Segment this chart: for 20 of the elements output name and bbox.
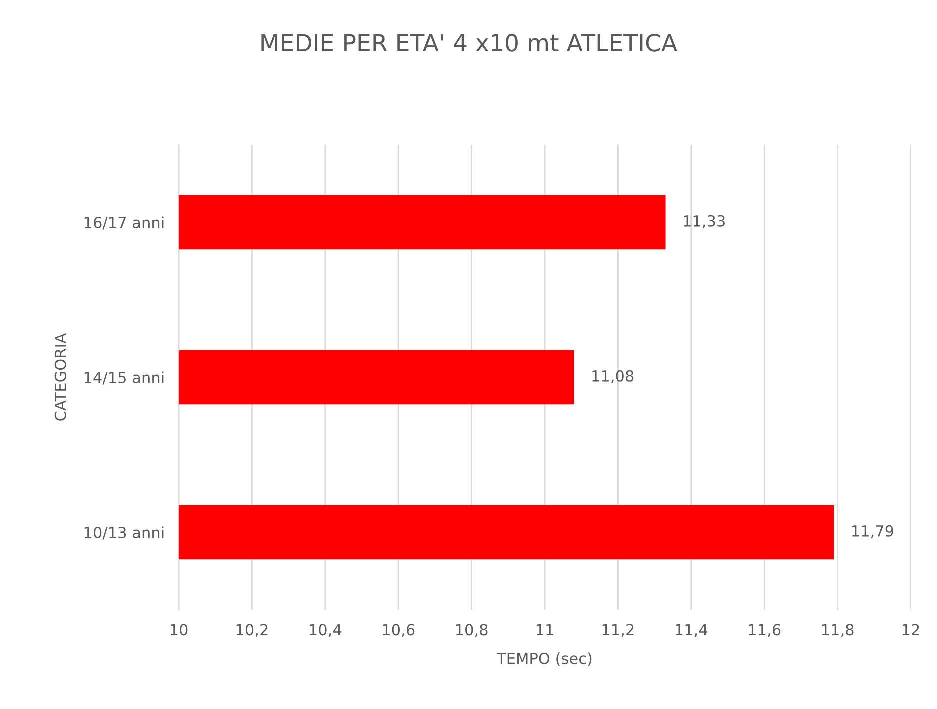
x-tick-label: 11,2 — [602, 624, 634, 638]
chart-title: MEDIE PER ETA' 4 x10 mt ATLETICA — [262, 34, 678, 52]
y-tick-label: 16/17 anni — [84, 216, 164, 230]
x-tick-label: 10,4 — [310, 624, 342, 638]
x-axis-title: TEMPO (sec) — [496, 652, 592, 666]
x-tick-label: 11,4 — [676, 624, 708, 638]
data-label: 11,79 — [852, 525, 894, 538]
data-label: 11,33 — [684, 215, 725, 228]
y-tick-label: 14/15 anni — [84, 372, 164, 385]
x-tick-label: 10 — [170, 624, 188, 636]
x-tick-label: 11,6 — [749, 624, 781, 638]
x-tick-label: 10,6 — [383, 624, 415, 638]
x-tick-label: 10,8 — [456, 624, 488, 638]
x-tick-label: 11 — [536, 624, 554, 636]
y-tick-label: 10/13 anni — [84, 526, 164, 540]
x-tick-label: 10,2 — [236, 624, 268, 638]
x-tick-label: 11,8 — [822, 624, 854, 638]
x-tick-label: 12 — [902, 624, 920, 636]
y-axis-title: CATEGORIA — [54, 333, 66, 421]
data-label: 11,08 — [592, 370, 634, 384]
